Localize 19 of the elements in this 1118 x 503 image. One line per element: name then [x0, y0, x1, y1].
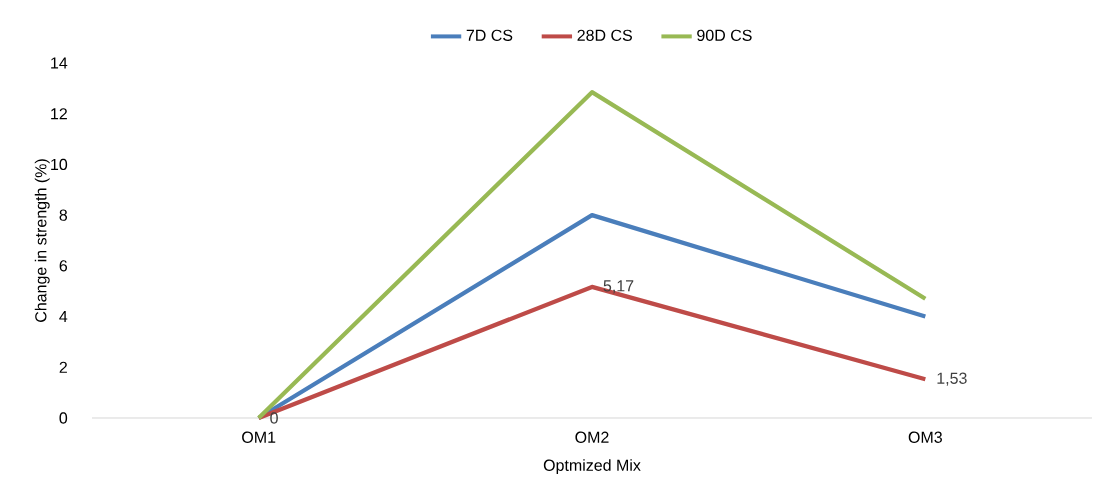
x-tick-label: OM3	[908, 431, 942, 443]
data-label: 5,17	[603, 280, 634, 294]
data-label: 0	[270, 412, 278, 424]
y-tick-label: 12	[51, 108, 67, 120]
y-tick-label: 0	[59, 412, 68, 424]
y-tick-label: 2	[59, 361, 67, 373]
legend-label: 90D CS	[697, 29, 752, 41]
x-axis-title: Optmized Mix	[543, 459, 641, 475]
y-tick-label: 4	[59, 311, 68, 323]
x-tick-label: OM2	[575, 431, 609, 443]
y-tick-label: 8	[59, 209, 68, 221]
data-label: 1,53	[937, 372, 967, 386]
y-tick-label: 6	[59, 260, 68, 272]
legend-label: 28D CS	[577, 29, 632, 41]
legend-label: 7D CS	[466, 29, 513, 41]
y-tick-label: 10	[51, 158, 68, 171]
x-tick-label: OM1	[242, 431, 276, 443]
y-axis-title: Change in strength (%)	[34, 159, 50, 322]
y-tick-label: 14	[51, 57, 68, 69]
